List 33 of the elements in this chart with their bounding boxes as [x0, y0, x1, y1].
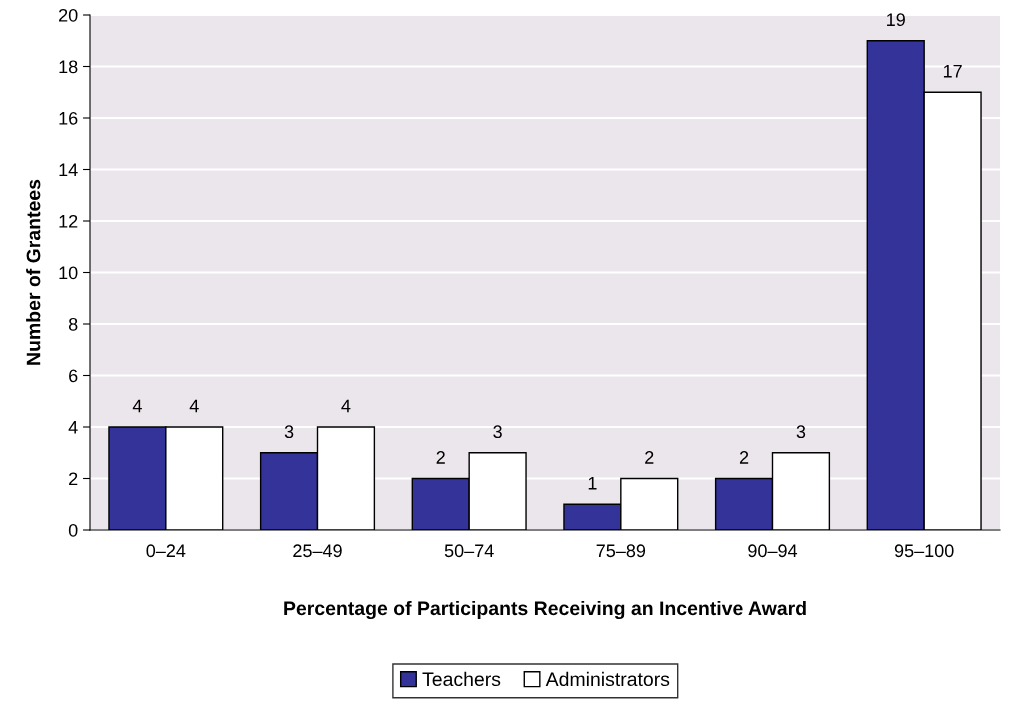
- x-axis-title: Percentage of Participants Receiving an Incentive Award: [284, 600, 806, 620]
- data-label: 4: [341, 399, 351, 413]
- legend-label: Administrators: [545, 671, 670, 687]
- x-tick-label: 0–24: [146, 544, 186, 558]
- x-tick-label: 50–74: [444, 544, 494, 558]
- y-tick-label: 0: [68, 523, 78, 537]
- y-tick-label: 18: [59, 60, 78, 74]
- y-tick-label: 14: [59, 163, 78, 177]
- data-label: 2: [739, 451, 749, 464]
- data-label: 1: [588, 476, 597, 490]
- y-tick-label: 10: [59, 266, 78, 280]
- data-label: 4: [189, 399, 199, 413]
- x-tick-label: 90–94: [748, 544, 798, 558]
- y-tick-label: 12: [59, 214, 78, 228]
- y-tick-label: 20: [59, 8, 78, 22]
- y-tick-label: 8: [68, 317, 78, 331]
- y-tick-label: 6: [69, 369, 78, 383]
- data-label: 2: [436, 451, 445, 464]
- y-tick-label: 4: [68, 421, 78, 434]
- data-label: 3: [796, 425, 806, 439]
- x-tick-label: 75–89: [596, 544, 646, 558]
- y-axis-title: Number of Grantees: [26, 179, 41, 365]
- data-label: 4: [132, 399, 142, 413]
- data-label: 17: [943, 64, 962, 78]
- data-label: 2: [645, 451, 654, 464]
- y-tick-label: 2: [69, 472, 78, 486]
- data-label: 19: [887, 13, 905, 27]
- y-tick-label: 16: [59, 111, 78, 125]
- data-label: 3: [284, 425, 294, 439]
- legend-label: Teachers: [422, 671, 501, 687]
- data-label: 3: [493, 425, 502, 439]
- x-tick-label: 25–49: [293, 544, 342, 558]
- x-tick-label: 95–100: [894, 544, 954, 558]
